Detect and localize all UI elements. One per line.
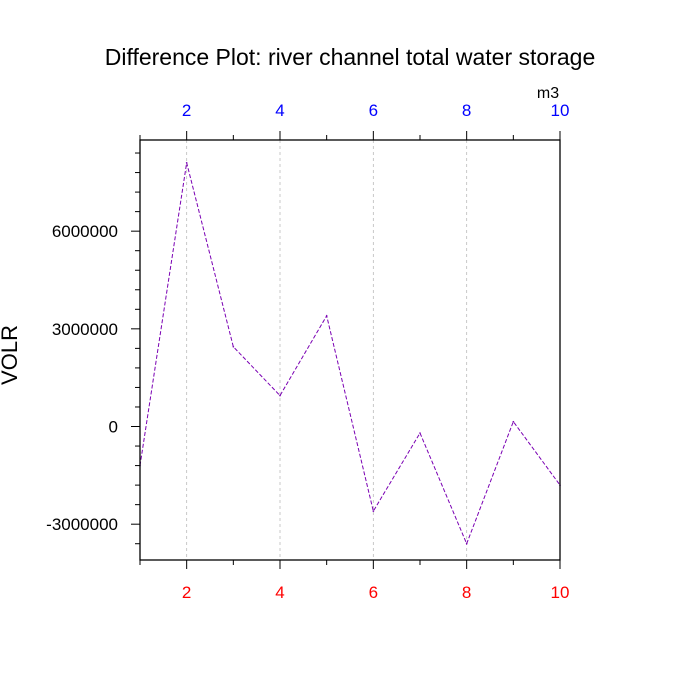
data-point xyxy=(419,432,421,434)
x-tick-label-top: 8 xyxy=(462,101,471,120)
y-tick-label: 3000000 xyxy=(52,320,118,339)
data-point xyxy=(185,161,188,164)
data-point xyxy=(512,420,515,423)
units-label: m3 xyxy=(537,85,559,102)
x-tick-label-bottom: 6 xyxy=(369,583,378,602)
data-point xyxy=(279,394,281,397)
series-lines xyxy=(139,161,561,546)
chart-title: Difference Plot: river channel total wat… xyxy=(105,44,596,70)
x-tick-label-bottom: 10 xyxy=(551,583,570,602)
y-tick-label: 0 xyxy=(109,418,118,437)
grid-lines xyxy=(186,140,561,560)
x-tick-label-top: 6 xyxy=(369,101,378,120)
x-tick-label-top: 2 xyxy=(182,101,191,120)
x-tick-label-bottom: 2 xyxy=(182,583,191,602)
data-point xyxy=(465,542,468,545)
x-tick-label-bottom: 4 xyxy=(275,583,284,602)
plot-frame xyxy=(139,139,561,561)
data-point xyxy=(325,315,328,317)
x-tick-label-top: 4 xyxy=(275,101,284,120)
x-tick-label-top: 10 xyxy=(551,101,570,120)
tick-labels: 2 2 4 4 6 6 8 8 10 10 -3000000 0 3000000 6000000 xyxy=(46,101,569,602)
data-point xyxy=(372,510,375,512)
axis-ticks xyxy=(131,131,561,569)
y-tick-label: -3000000 xyxy=(46,515,118,534)
y-axis-label: VOLR xyxy=(0,325,22,385)
y-tick-label: 6000000 xyxy=(52,222,118,241)
data-point xyxy=(232,345,235,348)
series-line xyxy=(139,162,561,546)
x-tick-label-bottom: 8 xyxy=(462,583,471,602)
